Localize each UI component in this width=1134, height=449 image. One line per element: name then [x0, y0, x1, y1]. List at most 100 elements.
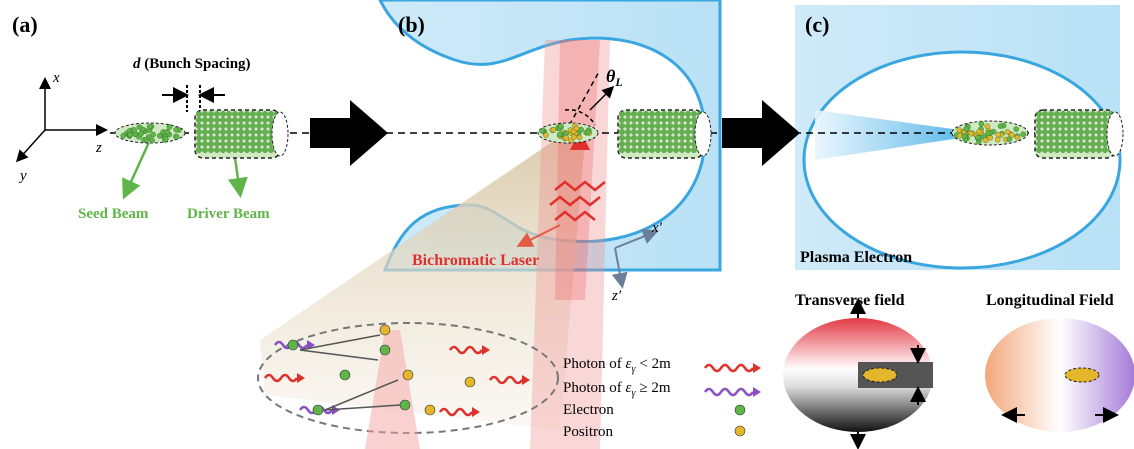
- particle: [244, 129, 249, 134]
- particle: [637, 135, 642, 140]
- particle: [250, 111, 255, 116]
- cylinder-end: [695, 112, 711, 156]
- particle: [962, 134, 967, 139]
- particle: [1102, 147, 1107, 152]
- particle: [1078, 129, 1083, 134]
- particle: [232, 141, 237, 146]
- panel-label: (c): [805, 12, 829, 37]
- particle: [1096, 123, 1101, 128]
- particle: [1102, 117, 1107, 122]
- particle: [735, 426, 745, 436]
- particle: [557, 132, 562, 137]
- particle: [631, 123, 636, 128]
- particle: [655, 111, 660, 116]
- particle: [380, 345, 390, 355]
- particle: [262, 141, 267, 146]
- particle: [238, 129, 243, 134]
- particle: [1072, 147, 1077, 152]
- particle: [625, 123, 630, 128]
- particle: [268, 117, 273, 122]
- particle: [1036, 141, 1041, 146]
- particle: [1036, 111, 1041, 116]
- particle: [174, 127, 179, 132]
- particle: [220, 129, 225, 134]
- particle: [649, 123, 654, 128]
- particle: [691, 147, 696, 152]
- particle: [163, 136, 168, 141]
- particle: [655, 129, 660, 134]
- particle: [625, 147, 630, 152]
- particle: [631, 111, 636, 116]
- particle: [214, 117, 219, 122]
- particle: [619, 141, 624, 146]
- particle: [220, 117, 225, 122]
- particle: [147, 124, 152, 129]
- particle: [685, 129, 690, 134]
- particle: [637, 147, 642, 152]
- particle: [250, 147, 255, 152]
- particle: [196, 117, 201, 122]
- particle: [1066, 123, 1071, 128]
- particle: [232, 111, 237, 116]
- particle: [256, 135, 261, 140]
- particle: [1060, 123, 1065, 128]
- particle: [1090, 111, 1095, 116]
- particle: [1102, 111, 1107, 116]
- particle: [226, 135, 231, 140]
- particle: [1060, 129, 1065, 134]
- particle: [226, 123, 231, 128]
- particle: [975, 135, 980, 140]
- particle: [1078, 147, 1083, 152]
- particle: [564, 135, 569, 140]
- particle: [1066, 117, 1071, 122]
- arrow-bc: [722, 100, 800, 166]
- particle: [667, 117, 672, 122]
- particle: [998, 123, 1003, 128]
- particle: [1036, 117, 1041, 122]
- particle: [667, 147, 672, 152]
- particle: [1096, 129, 1101, 134]
- particle: [226, 147, 231, 152]
- angle-sub: L: [614, 75, 622, 89]
- particle: [979, 121, 984, 126]
- legend-condition: < 2m: [639, 356, 671, 372]
- particle: [196, 147, 201, 152]
- particle: [1042, 135, 1047, 140]
- particle: [202, 147, 207, 152]
- particle: [619, 147, 624, 152]
- particle: [268, 111, 273, 116]
- particle: [256, 111, 261, 116]
- particle: [400, 400, 410, 410]
- figure: (a) (b) (c) d (Bunch Spacing) x z y Seed…: [0, 0, 1134, 449]
- particle: [1048, 135, 1053, 140]
- particle: [238, 117, 243, 122]
- spacing-label: (Bunch Spacing): [144, 56, 250, 72]
- particle: [964, 126, 969, 131]
- plasma-label: Plasma Electron: [800, 249, 912, 266]
- particle: [1021, 132, 1026, 137]
- axis-label: z: [95, 140, 102, 156]
- particle: [631, 135, 636, 140]
- particle: [995, 137, 1000, 142]
- particle: [1072, 141, 1077, 146]
- particle: [202, 141, 207, 146]
- particle: [1036, 129, 1041, 134]
- particle: [655, 135, 660, 140]
- legend-entry: Positron: [563, 424, 614, 440]
- particle: [202, 135, 207, 140]
- longitudinal-label: Longitudinal Field: [986, 292, 1114, 309]
- particle: [1078, 135, 1083, 140]
- particle: [649, 141, 654, 146]
- particle: [1048, 141, 1053, 146]
- particle: [250, 135, 255, 140]
- particle: [679, 117, 684, 122]
- legend-condition: ≥ 2m: [639, 380, 670, 396]
- particle: [208, 129, 213, 134]
- legend-prefix: Photon of: [563, 356, 622, 372]
- cylinder-end: [1107, 112, 1123, 156]
- particle: [208, 141, 213, 146]
- particle: [661, 135, 666, 140]
- particle: [996, 132, 1001, 137]
- particle: [1078, 111, 1083, 116]
- particle: [214, 111, 219, 116]
